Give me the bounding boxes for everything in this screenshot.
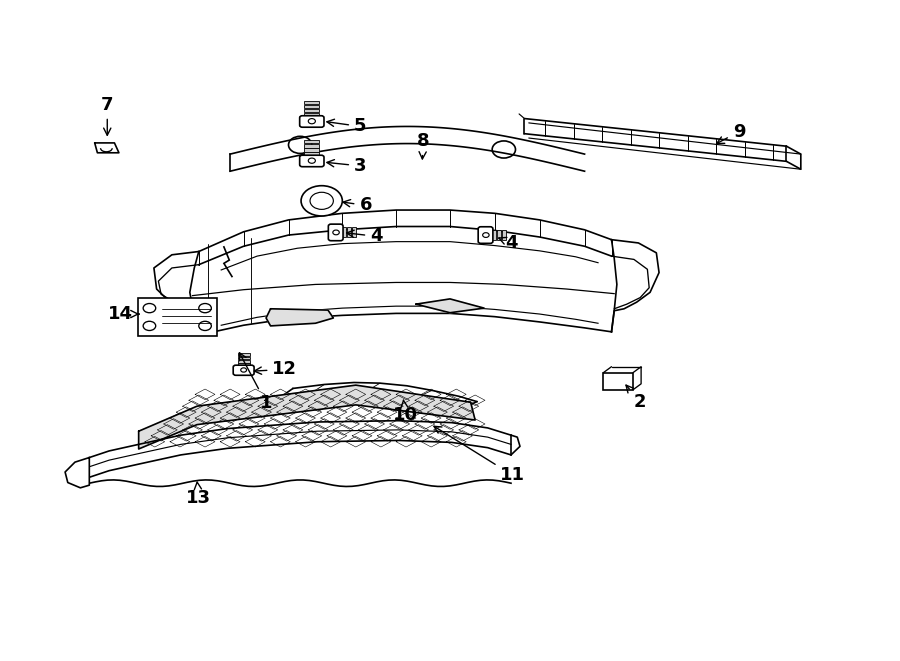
Text: 11: 11: [434, 426, 526, 485]
Polygon shape: [94, 143, 119, 153]
Circle shape: [143, 303, 156, 313]
Bar: [304, 140, 320, 143]
Text: 6: 6: [343, 196, 372, 214]
Bar: [238, 360, 250, 362]
Text: 5: 5: [327, 118, 366, 136]
Polygon shape: [139, 385, 475, 449]
Bar: [238, 353, 250, 356]
FancyBboxPatch shape: [233, 365, 254, 375]
Polygon shape: [266, 309, 333, 326]
Text: 14: 14: [108, 305, 139, 323]
Text: 3: 3: [327, 157, 366, 175]
Bar: [304, 148, 320, 151]
Bar: [492, 230, 496, 240]
Bar: [347, 227, 351, 237]
Text: 4: 4: [499, 234, 517, 252]
Polygon shape: [65, 457, 89, 488]
Text: 4: 4: [346, 227, 382, 245]
FancyBboxPatch shape: [300, 155, 324, 167]
Polygon shape: [416, 299, 484, 313]
Circle shape: [199, 303, 212, 313]
FancyBboxPatch shape: [300, 116, 324, 127]
Bar: [353, 227, 356, 237]
Circle shape: [492, 141, 516, 158]
Bar: [138, 298, 217, 336]
Bar: [304, 153, 320, 155]
Circle shape: [309, 118, 315, 124]
Circle shape: [302, 186, 342, 216]
Bar: [502, 230, 506, 240]
Bar: [304, 113, 320, 116]
Bar: [304, 109, 320, 112]
Bar: [497, 230, 501, 240]
Text: 13: 13: [186, 482, 211, 507]
FancyBboxPatch shape: [328, 224, 343, 241]
FancyBboxPatch shape: [478, 227, 493, 243]
Circle shape: [199, 321, 212, 330]
Text: 2: 2: [626, 385, 646, 410]
Circle shape: [482, 233, 489, 237]
Circle shape: [143, 321, 156, 330]
Bar: [304, 144, 320, 147]
Circle shape: [309, 158, 315, 163]
Bar: [342, 227, 346, 237]
Text: 1: 1: [239, 353, 273, 412]
Bar: [304, 105, 320, 108]
Text: 12: 12: [254, 360, 297, 378]
Text: 8: 8: [417, 132, 429, 159]
Circle shape: [240, 368, 247, 372]
Circle shape: [289, 136, 311, 153]
Circle shape: [310, 192, 333, 210]
Text: 9: 9: [716, 123, 745, 143]
Bar: [238, 356, 250, 359]
Bar: [304, 100, 320, 104]
Bar: [603, 373, 633, 390]
Text: 7: 7: [101, 96, 113, 136]
Bar: [238, 364, 250, 366]
Text: 10: 10: [392, 400, 418, 424]
Circle shape: [333, 230, 339, 235]
